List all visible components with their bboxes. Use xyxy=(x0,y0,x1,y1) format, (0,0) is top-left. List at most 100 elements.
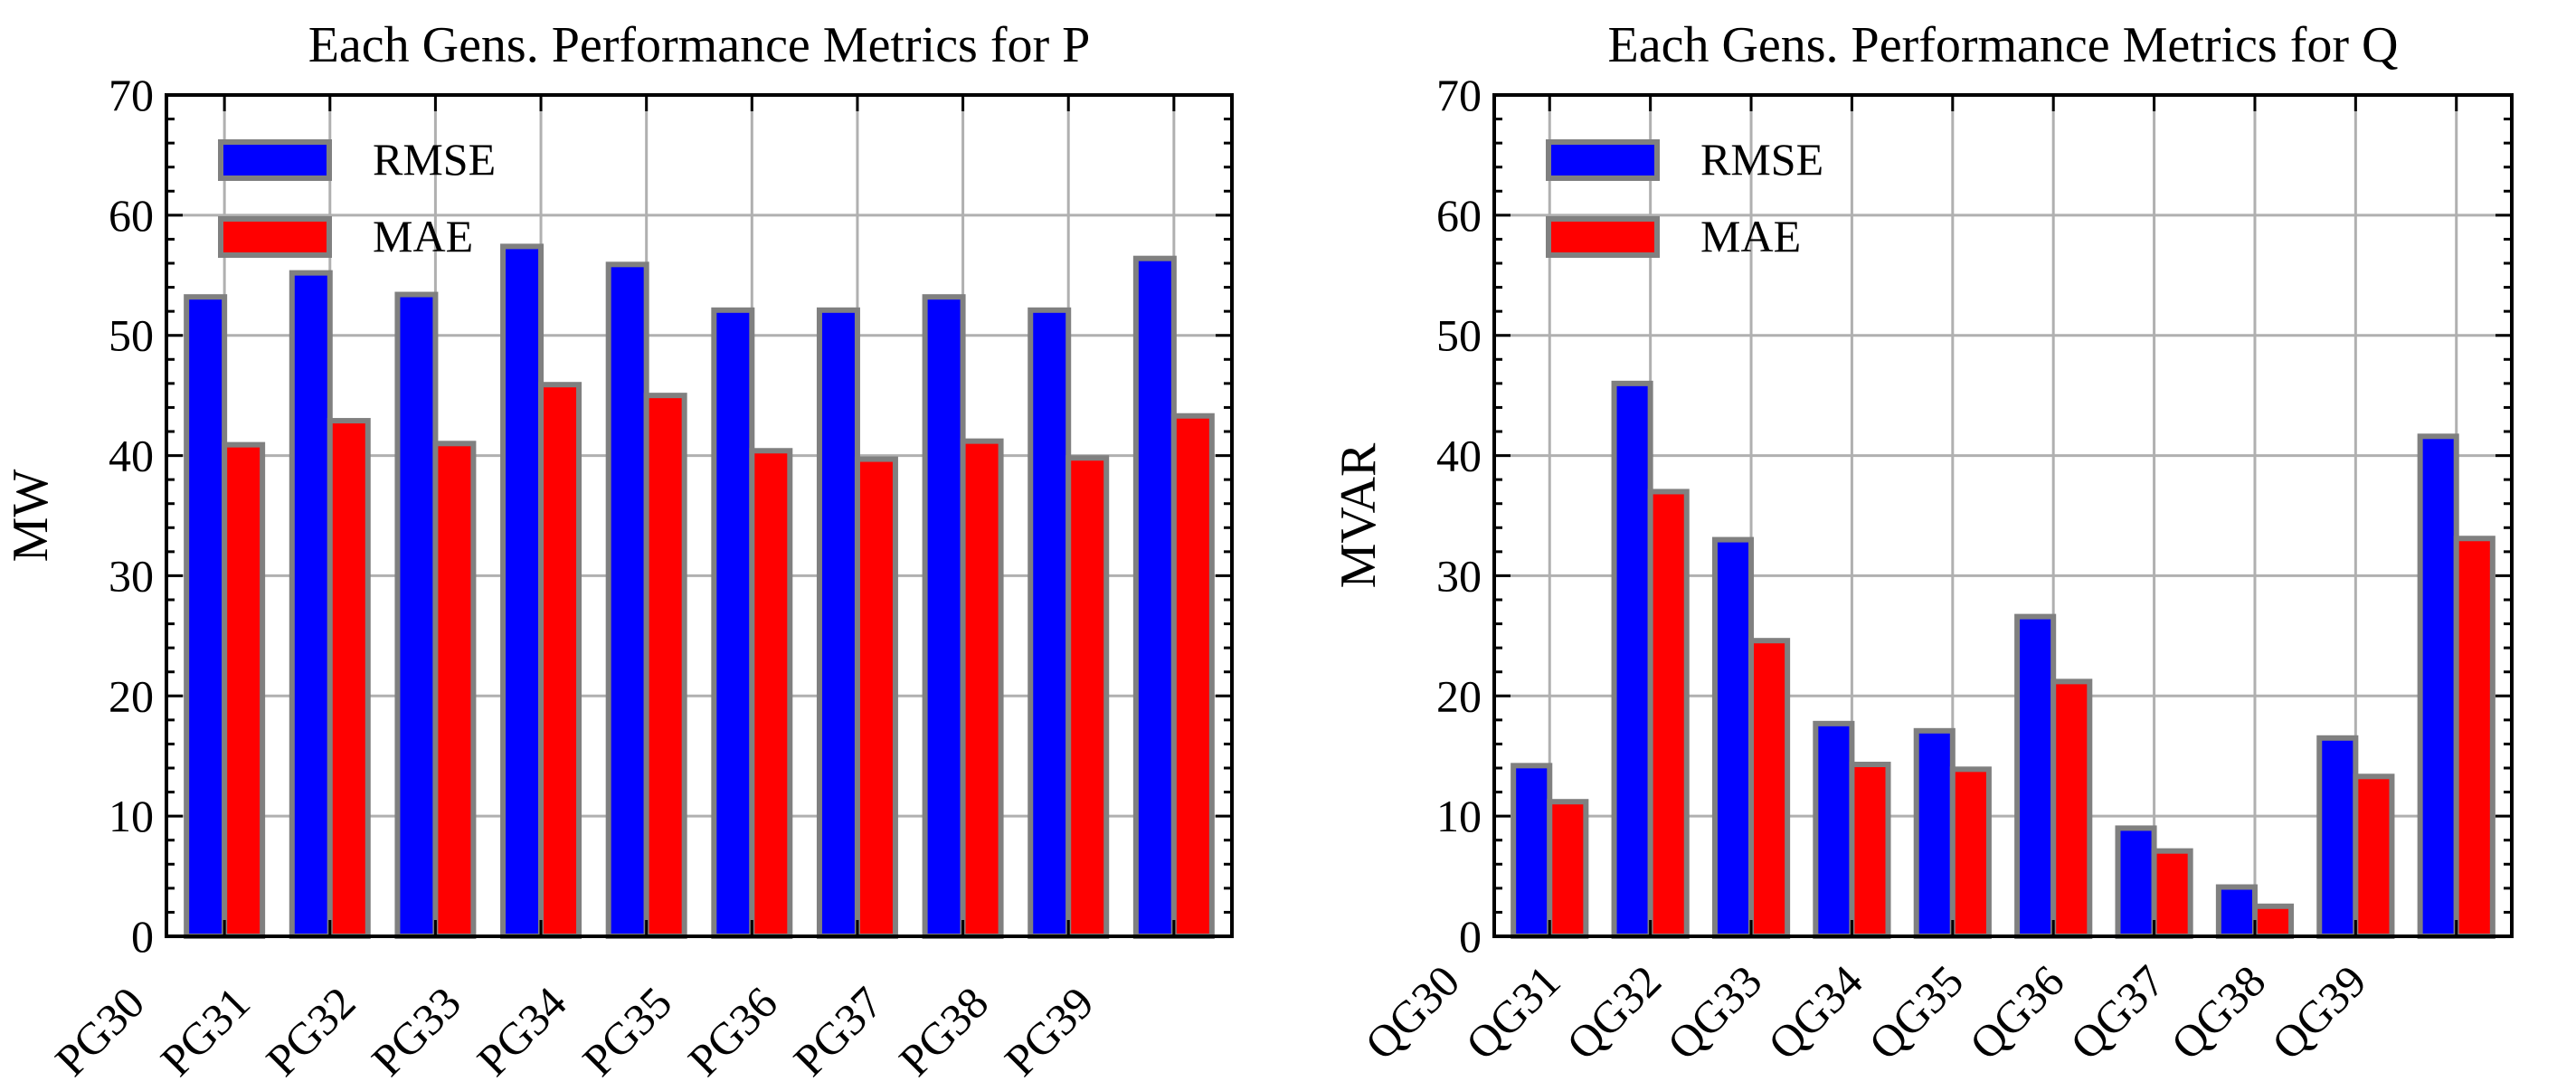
y-tick-label: 0 xyxy=(1459,911,1482,962)
legend-swatch-rmse xyxy=(1546,139,1660,181)
bar-rmse-pg35 xyxy=(711,307,755,940)
bar-rmse-qg32 xyxy=(1711,536,1755,939)
bar-mae-qg32 xyxy=(1748,638,1791,940)
bar-mae-pg37 xyxy=(960,438,1004,939)
bar-mae-qg31 xyxy=(1647,489,1690,940)
legend-label-rmse: RMSE xyxy=(373,134,496,185)
chart-right: 010203040506070QG30QG31QG32QG33QG34QG35Q… xyxy=(1331,17,2514,1069)
series-rmse xyxy=(184,243,1177,940)
legend-label-mae: MAE xyxy=(373,211,473,261)
legend-label-mae: MAE xyxy=(1700,211,1801,261)
bar-mae-qg36 xyxy=(2151,848,2193,940)
x-tick-label: PG37 xyxy=(783,977,892,1086)
bar-rmse-pg34 xyxy=(605,261,649,940)
bar-rmse-qg38 xyxy=(2316,735,2359,939)
bar-mae-qg34 xyxy=(1949,766,1992,939)
series-mae xyxy=(222,382,1215,940)
bar-rmse-pg30 xyxy=(184,294,228,939)
bar-mae-pg38 xyxy=(1065,455,1110,939)
bar-rmse-qg31 xyxy=(1611,380,1653,940)
y-ticks xyxy=(1494,93,2512,938)
y-tick-label: 20 xyxy=(109,670,154,721)
legend-label-rmse: RMSE xyxy=(1700,134,1823,185)
x-tick-label: PG34 xyxy=(468,977,576,1086)
x-tick-label: QG37 xyxy=(2060,955,2174,1069)
y-tick-label: 10 xyxy=(109,791,154,841)
legend: RMSE MAE xyxy=(218,134,496,261)
x-tick-label: PG38 xyxy=(889,977,998,1086)
y-tick-label: 0 xyxy=(131,911,154,962)
x-tick-label: QG34 xyxy=(1758,955,1872,1069)
chart-title: Each Gens. Performance Metrics for Q xyxy=(1608,17,2399,73)
y-tick-label: 40 xyxy=(109,431,154,481)
bar-mae-pg34 xyxy=(643,393,687,939)
y-tick-label: 30 xyxy=(109,550,154,601)
x-tick-label: PG33 xyxy=(362,977,470,1086)
series-mae xyxy=(1547,489,2496,940)
x-tick-label: QG30 xyxy=(1355,955,1469,1069)
x-tick-label: QG36 xyxy=(1960,955,2074,1069)
bar-mae-pg32 xyxy=(432,441,477,939)
x-tick-label: QG39 xyxy=(2262,955,2376,1069)
legend-swatch-mae xyxy=(1546,216,1660,258)
y-axis-label: MW xyxy=(3,470,59,563)
x-tick-label: QG38 xyxy=(2161,955,2275,1069)
y-tick-label: 60 xyxy=(109,190,154,241)
bar-rmse-qg33 xyxy=(1813,720,1855,939)
legend-swatch-rmse xyxy=(218,139,332,181)
bar-mae-pg31 xyxy=(327,418,371,939)
bar-rmse-qg37 xyxy=(2215,884,2258,939)
plot-frame xyxy=(1492,93,2514,938)
x-tick-label: QG33 xyxy=(1657,955,1771,1069)
bar-rmse-pg32 xyxy=(394,291,439,939)
y-tick-label: 60 xyxy=(1436,190,1482,241)
chart-title: Each Gens. Performance Metrics for P xyxy=(308,17,1091,73)
bar-mae-qg39 xyxy=(2453,536,2496,939)
bar-mae-qg30 xyxy=(1547,799,1589,940)
x-tick-label: QG32 xyxy=(1557,955,1671,1069)
y-tick-label: 50 xyxy=(1436,310,1482,361)
bar-rmse-pg36 xyxy=(816,307,860,940)
bar-rmse-pg38 xyxy=(1028,307,1072,940)
x-tick-label: PG32 xyxy=(256,977,365,1086)
bar-mae-pg39 xyxy=(1170,413,1215,939)
bar-rmse-qg35 xyxy=(2014,613,2057,939)
bar-mae-qg38 xyxy=(2353,773,2395,939)
plot-frame xyxy=(165,93,1234,938)
bar-mae-pg33 xyxy=(538,382,582,939)
bar-mae-qg37 xyxy=(2251,903,2295,939)
bar-rmse-pg31 xyxy=(289,270,333,939)
bar-rmse-pg33 xyxy=(500,243,545,939)
y-tick-label: 30 xyxy=(1436,550,1482,601)
y-axis-label: MVAR xyxy=(1331,442,1387,588)
bar-mae-pg36 xyxy=(854,456,898,939)
bar-rmse-pg39 xyxy=(1132,255,1177,939)
bar-rmse-qg34 xyxy=(1913,727,1956,939)
x-tick-label: QG31 xyxy=(1456,955,1570,1069)
y-tick-label: 70 xyxy=(109,70,154,120)
bar-mae-pg35 xyxy=(749,448,793,939)
bar-rmse-qg30 xyxy=(1511,763,1553,939)
legend-swatch-mae xyxy=(218,216,332,258)
bar-rmse-pg37 xyxy=(922,294,966,939)
y-tick-label: 20 xyxy=(1436,670,1482,721)
legend: RMSE MAE xyxy=(1546,134,1823,261)
y-ticks xyxy=(166,93,1232,938)
y-tick-label: 10 xyxy=(1436,791,1482,841)
x-tick-label: PG35 xyxy=(573,977,681,1086)
x-tick-label: PG39 xyxy=(995,977,1103,1086)
y-tick-label: 50 xyxy=(109,310,154,361)
y-tick-label: 70 xyxy=(1436,70,1482,120)
y-tick-label: 40 xyxy=(1436,431,1482,481)
x-tick-label: PG36 xyxy=(678,977,787,1086)
bar-rmse-qg36 xyxy=(2115,825,2157,940)
bar-mae-pg30 xyxy=(222,441,266,940)
bar-mae-qg35 xyxy=(2050,678,2093,939)
x-tick-label: PG31 xyxy=(151,977,260,1086)
bar-rmse-qg39 xyxy=(2417,433,2459,940)
chart-left: 010203040506070PG30PG31PG32PG33PG34PG35P… xyxy=(3,17,1234,1086)
bar-mae-qg33 xyxy=(1849,762,1891,939)
x-tick-label: PG30 xyxy=(45,977,154,1086)
x-tick-label: QG35 xyxy=(1859,955,1973,1069)
